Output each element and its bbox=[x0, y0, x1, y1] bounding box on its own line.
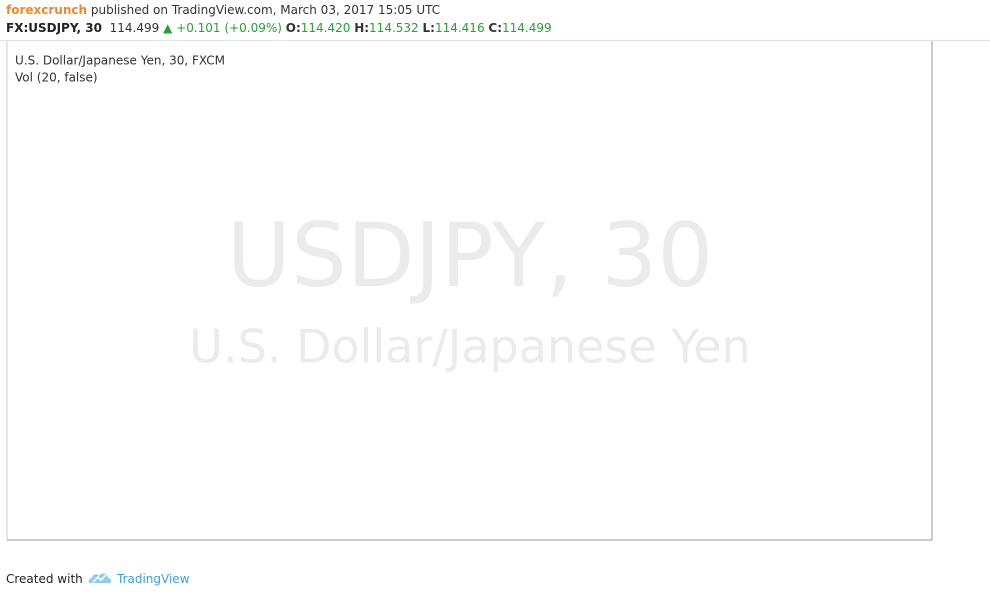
volume-title: Vol (20, false) bbox=[15, 71, 98, 85]
created-with: Created with bbox=[6, 572, 83, 586]
symbol: FX:USDJPY, 30 bbox=[6, 21, 102, 35]
ohlc-label: O: bbox=[285, 21, 301, 35]
footer: Created with TradingView bbox=[0, 566, 990, 597]
chart-title: U.S. Dollar/Japanese Yen, 30, FXCM bbox=[15, 54, 225, 68]
ohlc-value: 114.532 bbox=[369, 21, 419, 35]
watermark: USDJPY, 30 bbox=[227, 204, 714, 307]
chart: USDJPY, 30 U.S. Dollar/Japanese Yen U.S.… bbox=[6, 41, 933, 541]
published: published on TradingView.com, March 03, … bbox=[90, 3, 441, 17]
header: forexcrunch published on TradingView.com… bbox=[0, 0, 990, 41]
watermark-subtitle: U.S. Dollar/Japanese Yen bbox=[189, 320, 750, 374]
ohlc-label: L: bbox=[422, 21, 435, 35]
author-link[interactable]: forexcrunch bbox=[6, 3, 88, 17]
last: 114.499 bbox=[109, 21, 160, 35]
arrow: ▲ bbox=[163, 21, 173, 35]
quote-line: FX:USDJPY, 30 114.499 ▲ +0.101 (+0.09%) … bbox=[6, 21, 552, 35]
brand-link[interactable]: TradingView bbox=[117, 572, 190, 586]
change: +0.101 (+0.09%) bbox=[176, 21, 282, 35]
ohlc-label: C: bbox=[488, 21, 503, 35]
ohlc-label: H: bbox=[354, 21, 370, 35]
ohlc-value: 114.499 bbox=[502, 21, 552, 35]
plot-area bbox=[7, 41, 932, 540]
ohlc-value: 114.416 bbox=[434, 21, 485, 35]
publish-line: forexcrunch published on TradingView.com… bbox=[6, 3, 440, 17]
logo-icon[interactable] bbox=[88, 571, 112, 585]
ohlc-value: 114.420 bbox=[300, 21, 351, 35]
